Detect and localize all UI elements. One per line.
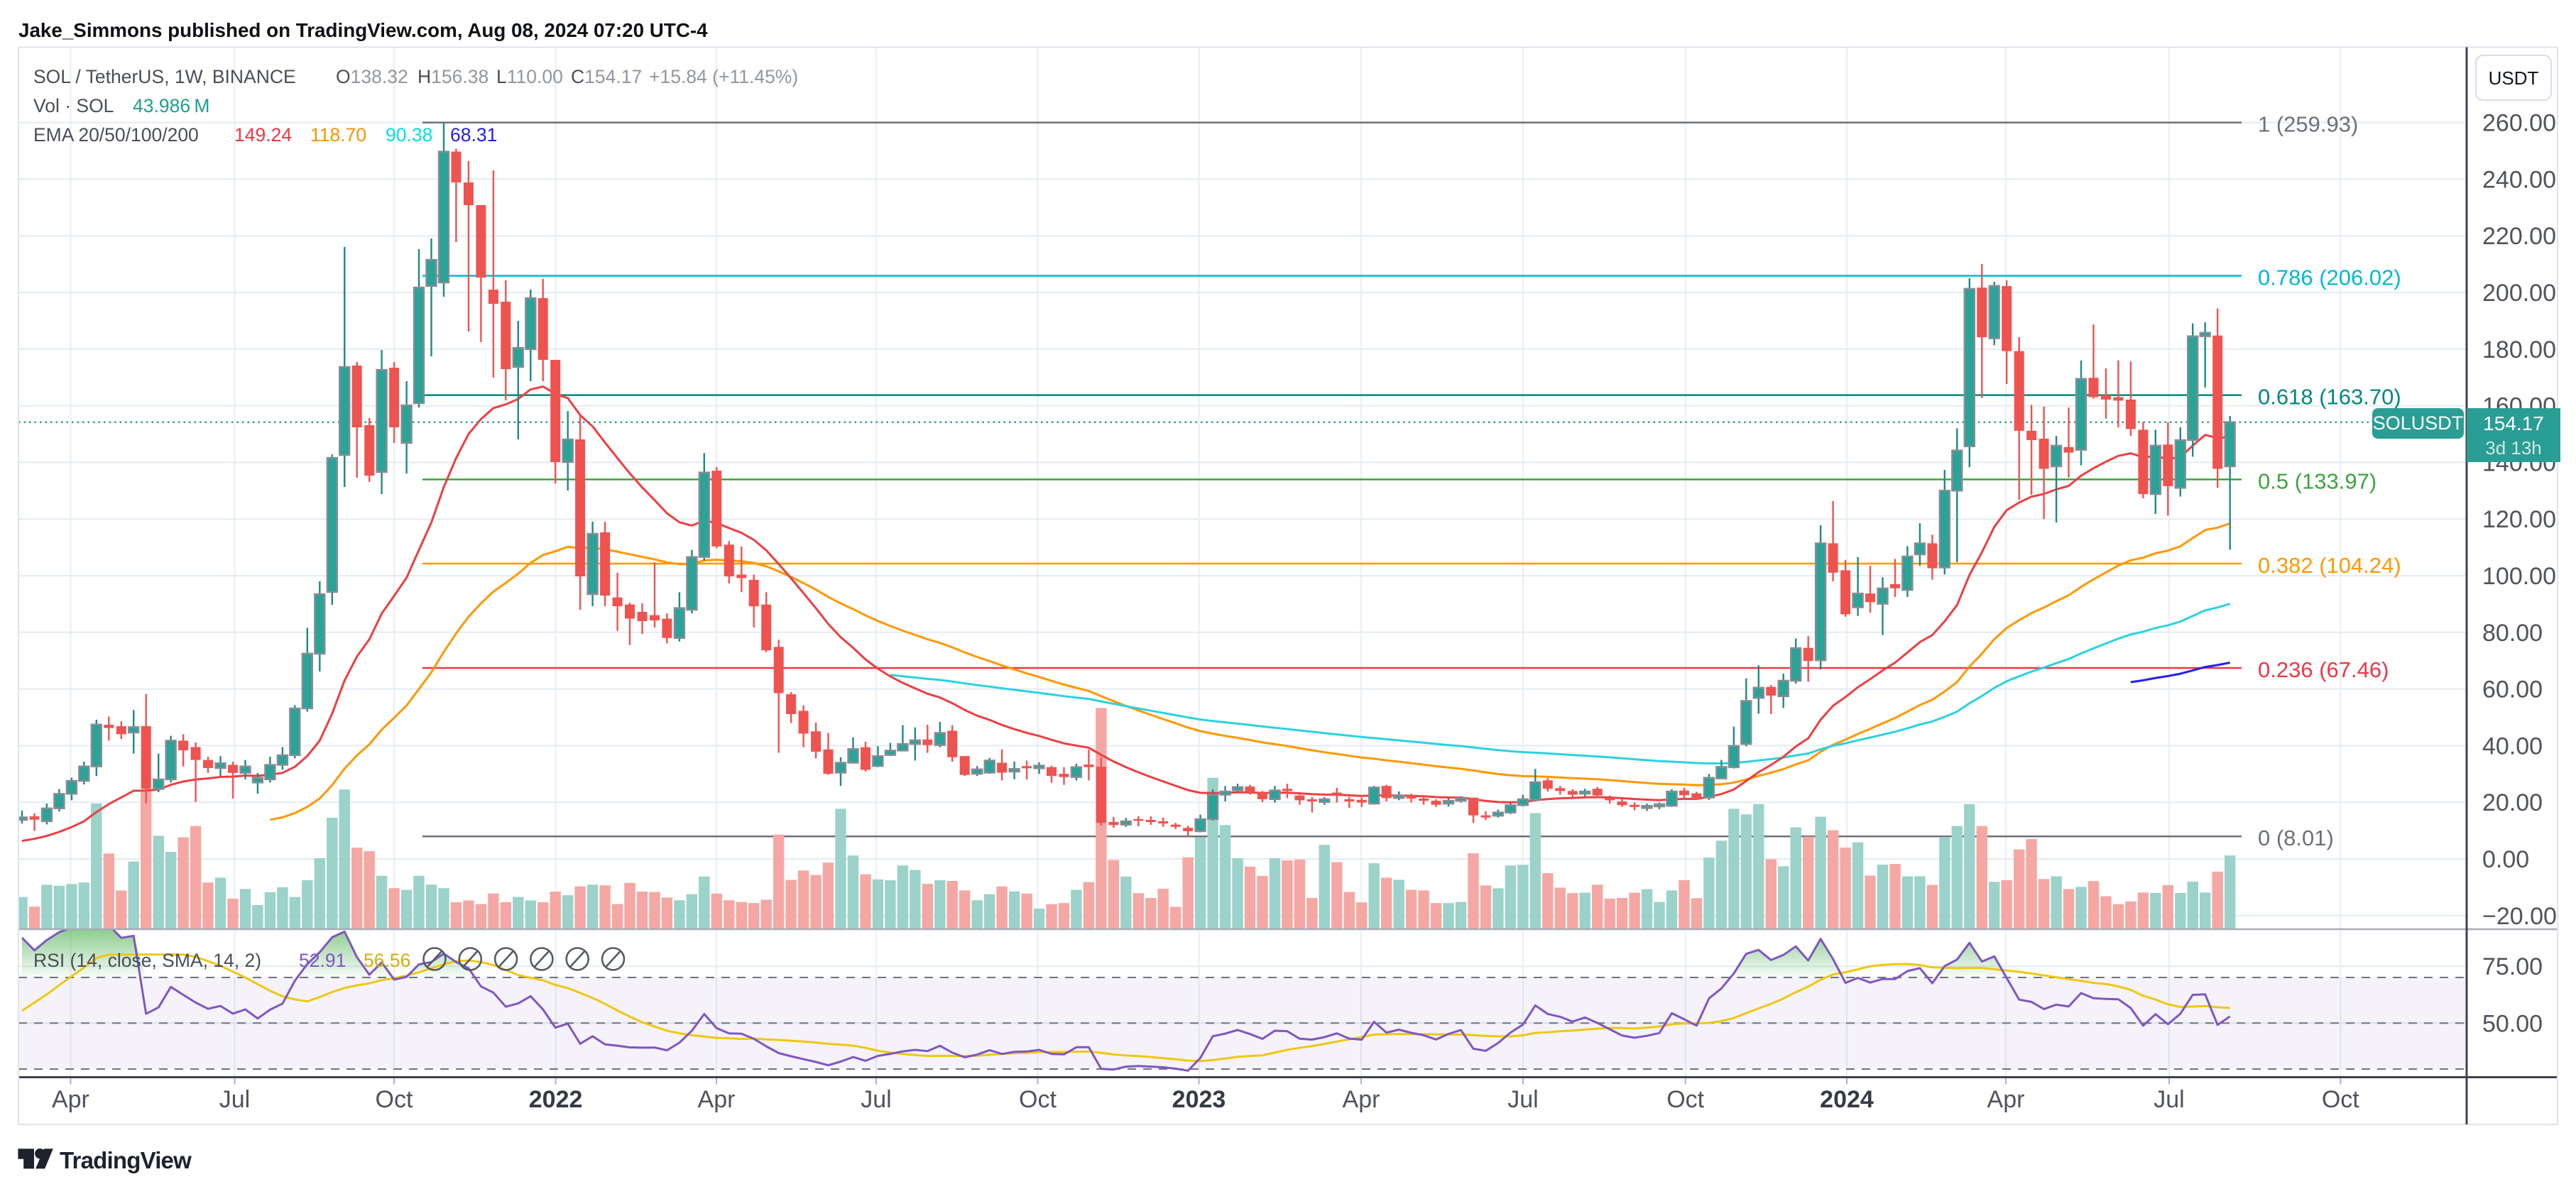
svg-text:Oct: Oct	[1666, 1086, 1704, 1113]
svg-text:3d 13h: 3d 13h	[2485, 437, 2542, 459]
svg-text:180.00: 180.00	[2482, 336, 2556, 363]
svg-text:Apr: Apr	[52, 1086, 89, 1113]
svg-text:2023: 2023	[1172, 1086, 1226, 1113]
svg-text:Apr: Apr	[1343, 1086, 1380, 1113]
svg-text:60.00: 60.00	[2482, 676, 2543, 703]
svg-text:154.17: 154.17	[2483, 412, 2544, 434]
svg-text:Apr: Apr	[1987, 1086, 2025, 1113]
svg-text:75.00: 75.00	[2482, 953, 2543, 980]
svg-text:0.00: 0.00	[2482, 846, 2529, 873]
svg-text:100.00: 100.00	[2482, 563, 2556, 590]
svg-text:2022: 2022	[529, 1086, 583, 1113]
svg-text:0.5 (133.97): 0.5 (133.97)	[2258, 469, 2376, 493]
svg-text:200.00: 200.00	[2482, 280, 2556, 307]
svg-text:Jake_Simmons published on Trad: Jake_Simmons published on TradingView.co…	[18, 19, 708, 41]
svg-text:240.00: 240.00	[2482, 166, 2556, 193]
svg-text:50.00: 50.00	[2482, 1010, 2543, 1037]
svg-text:Jul: Jul	[219, 1086, 250, 1113]
svg-text:0.382 (104.24): 0.382 (104.24)	[2258, 553, 2401, 578]
svg-text:80.00: 80.00	[2482, 620, 2543, 647]
svg-text:Oct: Oct	[2322, 1086, 2359, 1113]
svg-text:1 (259.93): 1 (259.93)	[2258, 112, 2358, 137]
svg-text:USDT: USDT	[2489, 67, 2539, 89]
svg-text:Jul: Jul	[2154, 1086, 2184, 1113]
svg-text:TradingView: TradingView	[60, 1147, 192, 1173]
svg-text:Jul: Jul	[861, 1086, 891, 1113]
svg-text:Oct: Oct	[376, 1086, 413, 1113]
svg-text:SOLUSDT: SOLUSDT	[2373, 412, 2464, 434]
svg-text:−20.00: −20.00	[2482, 903, 2557, 930]
svg-text:0.236 (67.46): 0.236 (67.46)	[2258, 657, 2389, 682]
svg-text:0.618 (163.70): 0.618 (163.70)	[2258, 385, 2401, 410]
svg-text:Oct: Oct	[1019, 1086, 1057, 1113]
svg-text:2024: 2024	[1820, 1086, 1874, 1113]
svg-text:260.00: 260.00	[2482, 110, 2556, 137]
svg-text:20.00: 20.00	[2482, 789, 2543, 816]
svg-text:Jul: Jul	[1507, 1086, 1538, 1113]
svg-text:120.00: 120.00	[2482, 506, 2556, 533]
svg-text:Apr: Apr	[698, 1086, 736, 1113]
svg-text:0 (8.01): 0 (8.01)	[2258, 826, 2334, 850]
svg-text:0.786 (206.02): 0.786 (206.02)	[2258, 265, 2401, 290]
svg-text:220.00: 220.00	[2482, 223, 2556, 250]
svg-text:40.00: 40.00	[2482, 733, 2543, 760]
